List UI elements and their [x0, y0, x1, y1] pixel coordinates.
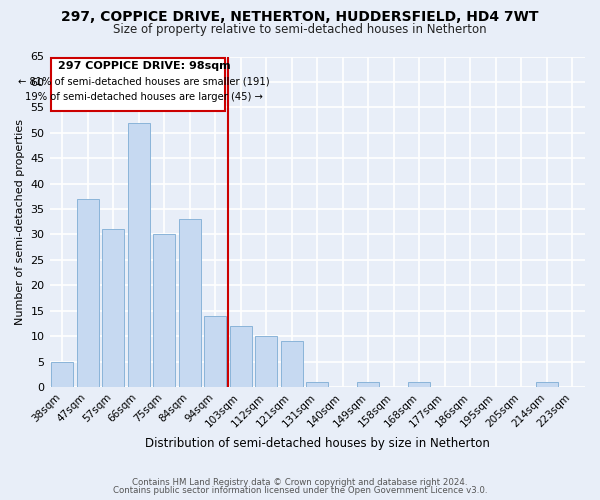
- Bar: [256, 336, 277, 387]
- Bar: [230, 326, 251, 387]
- Text: Size of property relative to semi-detached houses in Netherton: Size of property relative to semi-detach…: [113, 22, 487, 36]
- Text: Contains public sector information licensed under the Open Government Licence v3: Contains public sector information licen…: [113, 486, 487, 495]
- Bar: [77, 199, 98, 387]
- Bar: [128, 122, 149, 387]
- Bar: [358, 382, 379, 387]
- Bar: [154, 234, 175, 387]
- FancyBboxPatch shape: [51, 58, 226, 112]
- X-axis label: Distribution of semi-detached houses by size in Netherton: Distribution of semi-detached houses by …: [145, 437, 490, 450]
- Y-axis label: Number of semi-detached properties: Number of semi-detached properties: [15, 118, 25, 324]
- Bar: [409, 382, 430, 387]
- Bar: [52, 362, 73, 387]
- Bar: [536, 382, 557, 387]
- Text: 297 COPPICE DRIVE: 98sqm: 297 COPPICE DRIVE: 98sqm: [58, 60, 230, 70]
- Bar: [179, 219, 200, 387]
- Bar: [281, 341, 302, 387]
- Text: Contains HM Land Registry data © Crown copyright and database right 2024.: Contains HM Land Registry data © Crown c…: [132, 478, 468, 487]
- Text: 19% of semi-detached houses are larger (45) →: 19% of semi-detached houses are larger (…: [25, 92, 263, 102]
- Text: 297, COPPICE DRIVE, NETHERTON, HUDDERSFIELD, HD4 7WT: 297, COPPICE DRIVE, NETHERTON, HUDDERSFI…: [61, 10, 539, 24]
- Text: ← 81% of semi-detached houses are smaller (191): ← 81% of semi-detached houses are smalle…: [18, 77, 269, 87]
- Bar: [307, 382, 328, 387]
- Bar: [103, 230, 124, 387]
- Bar: [205, 316, 226, 387]
